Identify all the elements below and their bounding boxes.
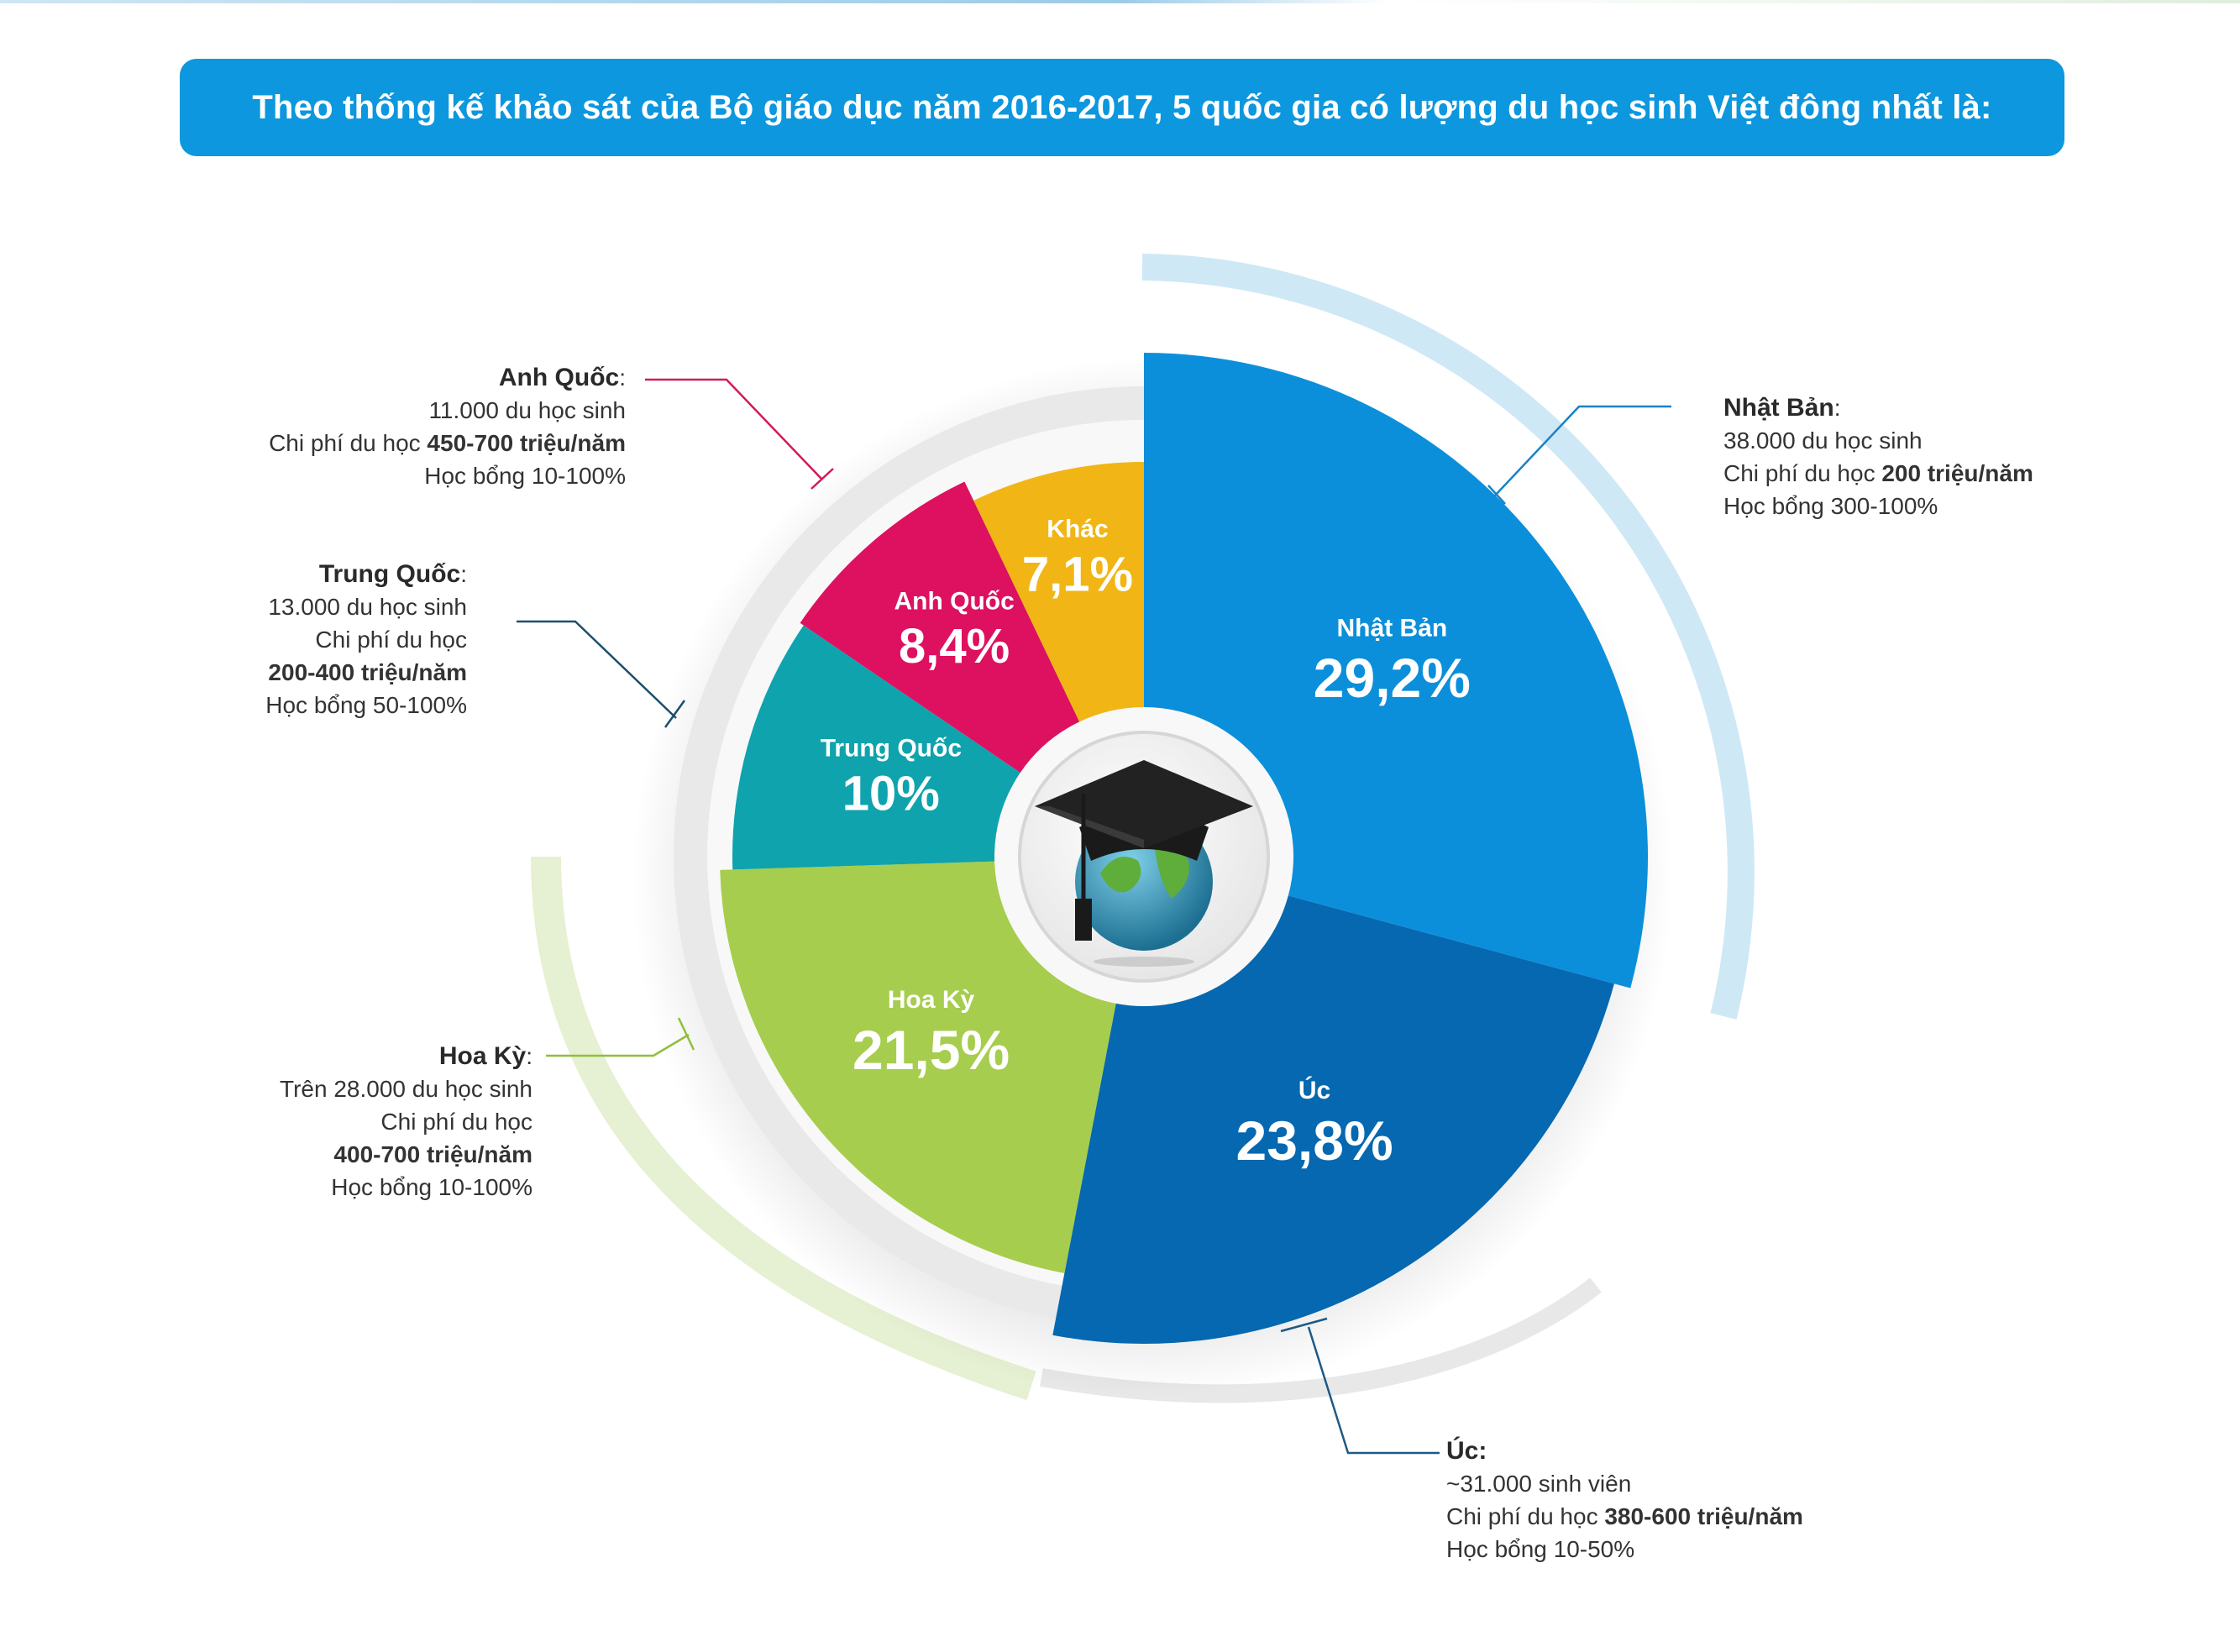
annotation-cost-prefix: Chi phí du học: [1446, 1503, 1605, 1529]
annotation-nhat-ban: Nhật Bản: 38.000 du học sinh Chi phí du …: [1723, 391, 2033, 522]
annotation-students: 38.000 du học sinh: [1723, 427, 1923, 454]
connector-hoa-ky: [546, 1033, 690, 1057]
arc-light-green: [531, 856, 1036, 1401]
annotation-scholarship: Học bổng 50-100%: [265, 692, 467, 718]
annotation-heading: Hoa Kỳ: [438, 1042, 527, 1070]
pie-slices: Nhật Bản 29,2% Úc 23,8% Hoa Kỳ 21,5% Trung Quố…: [720, 353, 1648, 1344]
annotation-hoa-ky: Hoa Kỳ: Trên 28.000 du học sinh Chi phí …: [168, 1040, 532, 1204]
annotation-cost: 450-700 triệu/năm: [427, 430, 626, 456]
graduation-globe-icon: [1018, 731, 1270, 983]
annotation-students: Trên 28.000 du học sinh: [280, 1076, 532, 1102]
chart-title: Theo thống kế khảo sát của Bộ giáo dục n…: [252, 88, 1992, 126]
connector-uc: [1307, 1326, 1440, 1455]
slice-category-label: Úc: [1298, 1076, 1330, 1104]
pie-slice-3: [720, 861, 1116, 1274]
pie-slice-1: [1144, 353, 1648, 989]
slice-value-label: 29,2%: [1314, 647, 1471, 709]
annotation-cost-prefix: Chi phí du học: [1723, 460, 1882, 486]
slice-value-label: 21,5%: [852, 1019, 1010, 1081]
annotation-cost: 380-600 triệu/năm: [1604, 1503, 1803, 1529]
annotation-heading: Úc:: [1446, 1437, 1487, 1465]
slice-value-label: 23,8%: [1236, 1109, 1393, 1172]
slice-category-label: Hoa Kỳ: [888, 986, 975, 1014]
annotation-cost-prefix: Chi phí du học: [315, 627, 467, 653]
annotation-scholarship: Học bổng 300-100%: [1723, 493, 1938, 519]
annotation-anh-quoc: Anh Quốc: 11.000 du học sinh Chi phí du …: [168, 361, 626, 492]
pie-slice-4: [732, 625, 1020, 870]
annotation-cost: 200 triệu/năm: [1881, 460, 2033, 486]
slice-value-label: 7,1%: [1022, 548, 1133, 602]
annotation-students: 11.000 du học sinh: [428, 397, 626, 423]
annotation-uc: Úc: ~31.000 sinh viên Chi phí du học 380…: [1446, 1434, 1803, 1565]
connector-trung-quoc: [517, 620, 677, 719]
annotation-scholarship: Học bổng 10-100%: [331, 1174, 532, 1200]
slice-category-label: Anh Quốc: [894, 587, 1014, 615]
annotation-cost: 400-700 triệu/năm: [333, 1141, 532, 1167]
slice-value-label: 10%: [842, 766, 940, 821]
connector-anh-quoc: [645, 378, 822, 480]
annotation-cost-prefix: Chi phí du học: [380, 1109, 532, 1135]
annotation-scholarship: Học bổng 10-50%: [1446, 1536, 1635, 1562]
annotation-cost-prefix: Chi phí du học: [269, 430, 428, 456]
annotation-heading: Trung Quốc: [318, 560, 461, 588]
annotation-heading: Anh Quốc: [498, 364, 620, 391]
annotation-students: 13.000 du học sinh: [268, 594, 467, 620]
annotation-students: ~31.000 sinh viên: [1446, 1471, 1632, 1497]
arc-light-blue: [1141, 254, 1755, 1020]
slice-value-label: 8,4%: [899, 619, 1010, 674]
pie-slice-6: [973, 462, 1144, 722]
title-banner: Theo thống kế khảo sát của Bộ giáo dục n…: [180, 59, 2064, 156]
annotation-heading: Nhật Bản: [1723, 394, 1834, 422]
top-accent-line: [0, 0, 2240, 3]
annotation-trung-quoc: Trung Quốc: 13.000 du học sinh Chi phí d…: [168, 558, 467, 721]
pie-slice-5: [800, 481, 1080, 773]
pie-slice-2: [1052, 895, 1614, 1344]
annotation-cost: 200-400 triệu/năm: [268, 659, 467, 685]
slice-category-label: Trung Quốc: [821, 735, 962, 763]
callout-lines: [517, 378, 1671, 1455]
slice-category-label: Khác: [1047, 516, 1108, 543]
slice-category-label: Nhật Bản: [1337, 615, 1448, 642]
connector-nhat-ban: [1494, 405, 1671, 496]
annotation-scholarship: Học bổng 10-100%: [424, 463, 626, 489]
